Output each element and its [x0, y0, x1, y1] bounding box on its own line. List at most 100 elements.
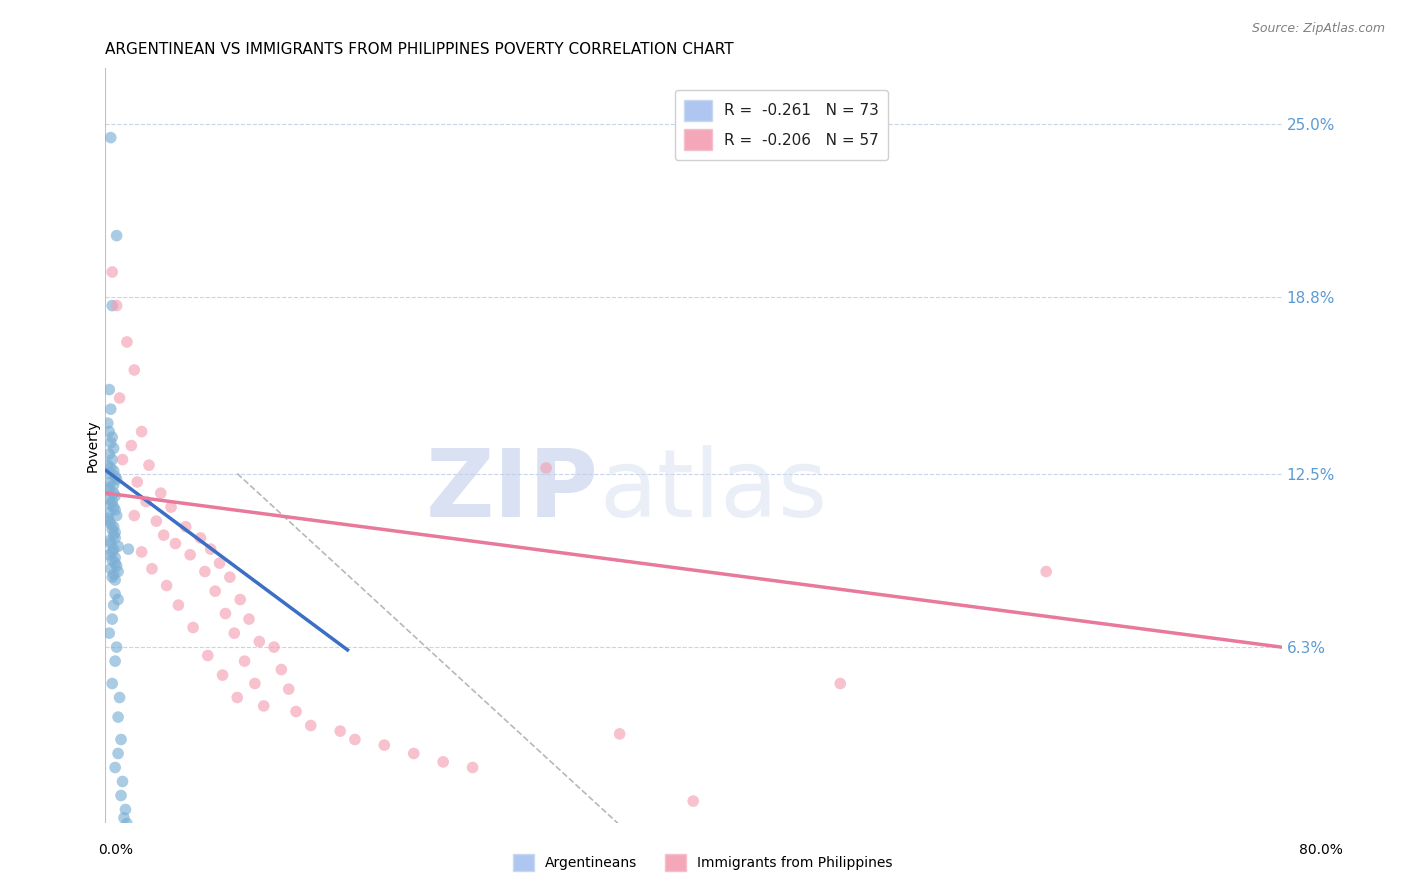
Legend: R =  -0.261   N = 73, R =  -0.206   N = 57: R = -0.261 N = 73, R = -0.206 N = 57 — [675, 90, 889, 160]
Point — [98, 506, 121, 520]
Point — [107, 747, 129, 761]
Point — [101, 299, 124, 313]
Point — [100, 562, 122, 576]
Point — [101, 523, 124, 537]
Point — [101, 612, 124, 626]
Point — [97, 458, 120, 472]
Point — [534, 461, 557, 475]
Point — [135, 494, 157, 508]
Point — [98, 425, 121, 439]
Point — [111, 452, 134, 467]
Point — [127, 475, 149, 489]
Point — [343, 732, 366, 747]
Point — [190, 531, 212, 545]
Point — [107, 592, 129, 607]
Point — [101, 430, 124, 444]
Point — [115, 816, 138, 830]
Point — [98, 447, 121, 461]
Point — [101, 452, 124, 467]
Point — [609, 727, 631, 741]
Point — [103, 528, 125, 542]
Point — [103, 567, 125, 582]
Point — [104, 550, 127, 565]
Point — [107, 539, 129, 553]
Point — [165, 536, 187, 550]
Point — [104, 469, 127, 483]
Point — [197, 648, 219, 663]
Point — [218, 570, 240, 584]
Point — [105, 640, 128, 654]
Point — [103, 542, 125, 557]
Text: 0.0%: 0.0% — [98, 843, 134, 857]
Point — [238, 612, 260, 626]
Point — [101, 676, 124, 690]
Point — [138, 458, 160, 472]
Point — [101, 553, 124, 567]
Point — [107, 710, 129, 724]
Point — [181, 621, 204, 635]
Point — [100, 402, 122, 417]
Point — [103, 598, 125, 612]
Point — [285, 705, 308, 719]
Point — [104, 525, 127, 540]
Point — [104, 760, 127, 774]
Point — [141, 562, 163, 576]
Point — [145, 514, 167, 528]
Point — [233, 654, 256, 668]
Text: ARGENTINEAN VS IMMIGRANTS FROM PHILIPPINES POVERTY CORRELATION CHART: ARGENTINEAN VS IMMIGRANTS FROM PHILIPPIN… — [105, 42, 734, 57]
Point — [1035, 565, 1057, 579]
Point — [299, 718, 322, 732]
Point — [103, 520, 125, 534]
Point — [208, 556, 231, 570]
Point — [204, 584, 226, 599]
Text: ZIP: ZIP — [426, 445, 599, 537]
Point — [107, 565, 129, 579]
Point — [105, 228, 128, 243]
Point — [194, 565, 217, 579]
Point — [101, 494, 124, 508]
Point — [830, 676, 852, 690]
Point — [108, 690, 131, 705]
Point — [98, 548, 121, 562]
Y-axis label: Poverty: Poverty — [86, 419, 100, 472]
Point — [97, 416, 120, 430]
Point — [174, 520, 197, 534]
Point — [98, 491, 121, 506]
Point — [98, 533, 121, 548]
Point — [100, 475, 122, 489]
Point — [131, 425, 153, 439]
Point — [179, 548, 201, 562]
Point — [105, 558, 128, 573]
Point — [104, 503, 127, 517]
Point — [98, 626, 121, 640]
Point — [247, 634, 270, 648]
Point — [329, 724, 352, 739]
Point — [100, 536, 122, 550]
Point — [100, 461, 122, 475]
Point — [373, 738, 395, 752]
Point — [120, 439, 142, 453]
Point — [110, 732, 132, 747]
Point — [105, 472, 128, 486]
Point — [103, 500, 125, 515]
Text: Source: ZipAtlas.com: Source: ZipAtlas.com — [1251, 22, 1385, 36]
Point — [103, 464, 125, 478]
Point — [100, 130, 122, 145]
Point — [253, 698, 276, 713]
Point — [101, 570, 124, 584]
Point — [110, 789, 132, 803]
Point — [152, 528, 174, 542]
Point — [97, 483, 120, 498]
Point — [243, 676, 266, 690]
Point — [117, 542, 139, 557]
Point — [122, 508, 145, 523]
Point — [122, 363, 145, 377]
Point — [104, 556, 127, 570]
Text: 80.0%: 80.0% — [1299, 843, 1343, 857]
Point — [97, 511, 120, 525]
Point — [103, 442, 125, 456]
Point — [432, 755, 454, 769]
Point — [115, 334, 138, 349]
Point — [149, 486, 172, 500]
Point — [103, 486, 125, 500]
